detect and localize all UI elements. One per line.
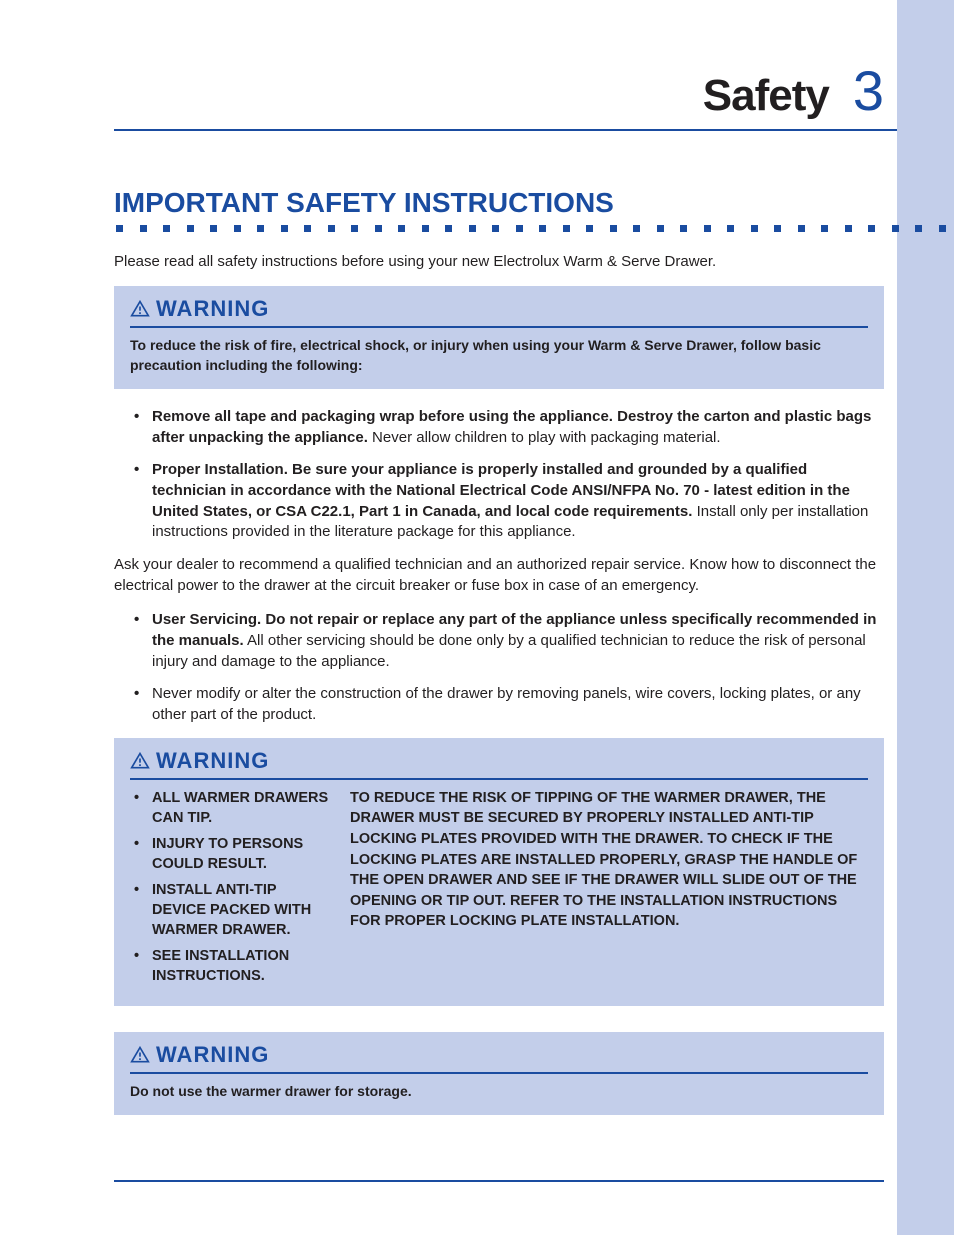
warning2-left-item: INSTALL ANTI-TIP DEVICE PACKED WITH WARM… xyxy=(134,880,330,940)
warning2-right-text: TO REDUCE THE RISK OF TIPPING OF THE WAR… xyxy=(350,788,868,932)
warning-box-3: WARNING Do not use the warmer drawer for… xyxy=(114,1032,884,1115)
warning2-columns: ALL WARMER DRAWERS CAN TIP. INJURY TO PER… xyxy=(130,788,868,992)
bullet-item: Never modify or alter the construction o… xyxy=(134,684,884,725)
bullet-list-1: Remove all tape and packaging wrap befor… xyxy=(114,407,884,543)
warning-label: WARNING xyxy=(130,296,868,328)
warning-icon xyxy=(130,299,150,319)
warning2-left: ALL WARMER DRAWERS CAN TIP. INJURY TO PER… xyxy=(130,788,330,992)
warning-box-2: WARNING ALL WARMER DRAWERS CAN TIP. INJUR… xyxy=(114,738,884,1006)
warning-icon xyxy=(130,751,150,771)
section-title: IMPORTANT SAFETY INSTRUCTIONS xyxy=(114,187,884,219)
warning-icon xyxy=(130,1045,150,1065)
warning2-right: TO REDUCE THE RISK OF TIPPING OF THE WAR… xyxy=(350,788,868,932)
warning-label-text: WARNING xyxy=(156,748,269,774)
warning-label-text: WARNING xyxy=(156,296,269,322)
warning2-left-list: ALL WARMER DRAWERS CAN TIP. INJURY TO PER… xyxy=(130,788,330,986)
bullet-item: User Servicing. Do not repair or replace… xyxy=(134,610,884,672)
bullet4: Never modify or alter the construction o… xyxy=(152,685,861,723)
header-title: Safety xyxy=(703,71,829,121)
header-rule xyxy=(114,129,897,131)
warning-label: WARNING xyxy=(130,1042,868,1074)
bullet-item: Remove all tape and packaging wrap befor… xyxy=(134,407,884,448)
bullet-list-2: User Servicing. Do not repair or replace… xyxy=(114,610,884,725)
warning-label: WARNING xyxy=(130,748,868,780)
page-content: Safety 3 IMPORTANT SAFETY INSTRUCTIONS P… xyxy=(0,0,954,1115)
bullet3-rest: All other servicing should be done only … xyxy=(152,632,866,670)
warning-label-text: WARNING xyxy=(156,1042,269,1068)
warning1-text: To reduce the risk of fire, electrical s… xyxy=(130,336,868,375)
divider-dots xyxy=(116,225,954,232)
para1: Ask your dealer to recommend a qualified… xyxy=(114,555,884,596)
warning2-left-item: INJURY TO PERSONS COULD RESULT. xyxy=(134,834,330,874)
bullet-item: Proper Installation. Be sure your applia… xyxy=(134,460,884,543)
intro-text: Please read all safety instructions befo… xyxy=(114,252,884,272)
footer-rule xyxy=(114,1180,884,1182)
warning2-left-item: SEE INSTALLATION INSTRUCTIONS. xyxy=(134,946,330,986)
warning-box-1: WARNING To reduce the risk of fire, elec… xyxy=(114,286,884,389)
warning3-text: Do not use the warmer drawer for storage… xyxy=(130,1082,868,1101)
page-number: 3 xyxy=(853,58,884,123)
bullet1-rest: Never allow children to play with packag… xyxy=(368,429,721,446)
page-header: Safety 3 xyxy=(114,58,884,123)
warning2-left-item: ALL WARMER DRAWERS CAN TIP. xyxy=(134,788,330,828)
